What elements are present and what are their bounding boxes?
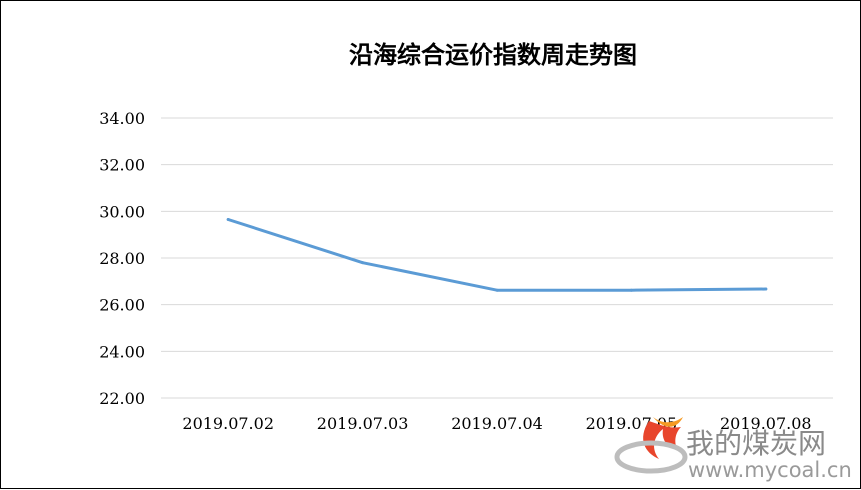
data-point [764,287,768,291]
y-tick-label: 26.00 [99,296,145,315]
y-tick-label: 28.00 [99,249,145,268]
x-tick-label: 2019.07.08 [720,414,812,433]
x-tick-label: 2019.07.04 [451,414,543,433]
data-point [495,288,499,292]
y-tick-label: 30.00 [99,202,145,221]
y-tick-label: 24.00 [99,342,145,361]
gridlines [161,117,833,399]
data-point [629,288,633,292]
y-tick-label: 22.00 [99,389,145,408]
mycoal-logo-icon [614,417,688,474]
chart-title: 沿海综合运价指数周走势图 [349,40,637,69]
y-axis: 22.00 24.00 26.00 28.00 30.00 32.00 34.00 [99,109,145,408]
y-tick-label: 32.00 [99,156,145,175]
watermark: 我的煤炭网 www.mycoal.cn [614,417,852,482]
y-tick-label: 34.00 [99,109,145,128]
x-tick-label: 2019.07.02 [182,414,274,433]
x-tick-label: 2019.07.03 [317,414,409,433]
series-layer [226,218,768,292]
data-point [361,261,365,265]
watermark-name: 我的煤炭网 [686,427,826,460]
series-line [226,218,768,292]
data-point [226,218,230,221]
watermark-url: www.mycoal.cn [688,458,852,482]
